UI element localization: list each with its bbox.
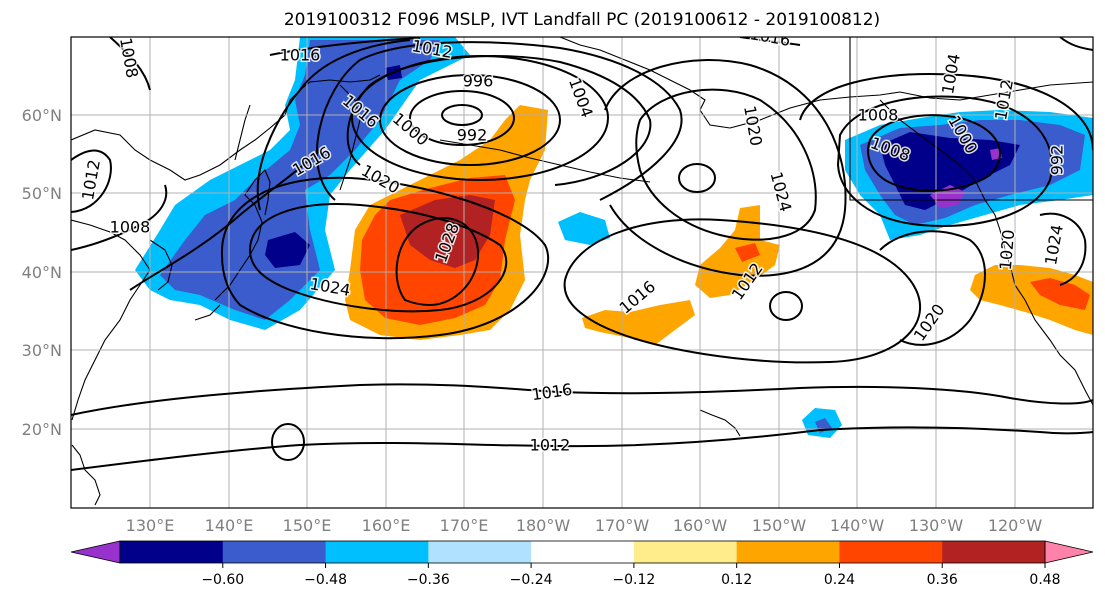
colorbar-extend-min [70,540,121,564]
isobar-1016-far-ne [739,37,801,46]
isobar-label: 1012 [530,436,571,455]
colorbar-tick-label: −0.12 [612,572,655,588]
colorbar-segment [633,541,738,563]
isobar-1020-east [604,59,847,277]
colorbar-tick-label: −0.60 [201,572,244,588]
isobar-1024 [248,203,508,313]
isobar-1024-small [678,163,716,193]
isobar-ne-1008 [799,73,1093,151]
isobar-1016-zonal [71,383,1093,416]
isobar-label: 1008 [858,106,899,125]
colorbar-tick-label: −0.36 [407,572,450,588]
isobar-1028 [395,217,480,307]
coast-canada-interior [849,37,1093,201]
isobar-label: 992 [1048,145,1067,176]
isobar-1012-west [71,149,112,213]
colorbar-segment [325,541,429,563]
isobar-1012-n [315,41,683,201]
lon-label-160e: 160°E [362,516,411,535]
lon-label-120w: 120°W [988,516,1043,535]
colorbar-tick-label: 0.24 [824,572,855,588]
lon-label-170w: 170°W [595,516,650,535]
lat-label-50: 50°N [22,184,62,203]
coast-sakhalin [234,104,251,161]
colorbar-segment [428,541,532,563]
isobar-ne-1004 [836,95,1053,227]
lon-label-140e: 140°E [205,516,254,535]
colorbar: −0.60 −0.48 −0.36 −0.24 −0.12 0.12 0.24 0.36 0.4… [70,540,1094,588]
colorbar-segment [736,541,840,563]
isobar-1012-zonal [71,426,1093,471]
lon-label-140w: 140°W [830,516,885,535]
lon-label-130w: 130°W [909,516,964,535]
neg-shade-blob-a [558,212,610,245]
colorbar-tick-label: 0.48 [1029,572,1060,588]
isobars [71,37,1093,471]
isobar-1008-west [71,184,168,251]
isobar-992-far-ne [1059,37,1093,51]
isobar-label: 996 [463,72,494,91]
lat-label-20: 20°N [22,420,62,439]
lon-label-180w: 180°W [516,516,571,535]
coast-philippines [71,444,101,506]
pos-shade-streak-core [735,243,760,262]
lat-label-60: 60°N [22,106,62,125]
isobar-ne-1000 [867,114,1001,192]
neg-shade-core-japan [265,232,310,268]
colorbar-segment [942,541,1046,563]
isobar-1020-sub [769,291,803,321]
coast-bc [879,99,1011,266]
isobar-1016-west [129,149,321,291]
colorbar-segment [120,541,224,563]
colorbar-segment [222,541,327,563]
lon-label-150w: 150°W [752,516,807,535]
isobar-1016-ne [269,37,421,56]
isobar-1020 [220,176,550,340]
latitude-labels: 60°N 50°N 40°N 30°N 20°N [22,106,62,439]
coast-uswest [1009,264,1093,406]
isobar-1016-sub [563,218,922,364]
lon-label-170e: 170°E [440,516,489,535]
colorbar-frame [119,540,1046,564]
isobar-1008-nw [109,37,151,91]
lon-label-150e: 150°E [283,516,332,535]
isobar-label: 1020 [996,229,1018,271]
pos-shade-tongue [582,300,695,345]
pos-shade-ca-core [1030,278,1090,310]
isobar-label: 992 [457,126,488,145]
pos-shade-core [400,195,495,268]
longitude-labels: 130°E 140°E 150°E 160°E 170°E 180°W 170°… [126,516,1043,535]
coast-asia [71,74,381,181]
isobar-1016-n [256,39,411,211]
lat-label-40: 40°N [22,263,62,282]
isobar-996 [409,90,515,146]
isobar-1020-coast [879,230,986,346]
coast-aleutians [439,139,651,183]
coast-japan [194,169,271,321]
lon-label-160w: 160°W [673,516,728,535]
isobar-label: 1016 [280,46,321,65]
coast-hawaii [699,409,741,437]
colorbar-tick-label: −0.48 [304,572,347,588]
colorbar-tick-label: 0.36 [927,572,958,588]
map-title: 2019100312 F096 MSLP, IVT Landfall PC (2… [284,10,880,30]
isobar-label: 1008 [110,218,151,237]
colorbar-tick-label: −0.24 [510,572,553,588]
lat-label-30: 30°N [22,341,62,360]
colorbar-tick-label: 0.12 [721,572,752,588]
colorbar-extend-max [1044,540,1094,564]
isobar-1008-w [346,54,652,186]
lon-label-130e: 130°E [126,516,175,535]
isobar-992 [441,104,483,126]
colorbar-segment [839,541,943,563]
map-frame [70,36,1094,509]
isobar-1000 [379,74,561,166]
colorbar-segment [531,541,635,563]
coast-kamchatka [339,84,361,191]
isobar-1024-coast [1039,212,1087,286]
isobar-1012-small [271,423,305,461]
coast-china [71,219,151,421]
